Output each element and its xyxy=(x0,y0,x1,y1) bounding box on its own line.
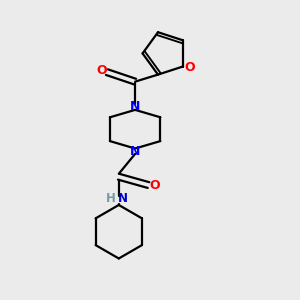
Text: N: N xyxy=(130,100,140,113)
Text: O: O xyxy=(96,64,107,77)
Text: N: N xyxy=(118,192,128,205)
Text: O: O xyxy=(149,178,160,192)
Text: O: O xyxy=(184,61,195,74)
Text: N: N xyxy=(130,145,140,158)
Text: H: H xyxy=(106,192,116,205)
